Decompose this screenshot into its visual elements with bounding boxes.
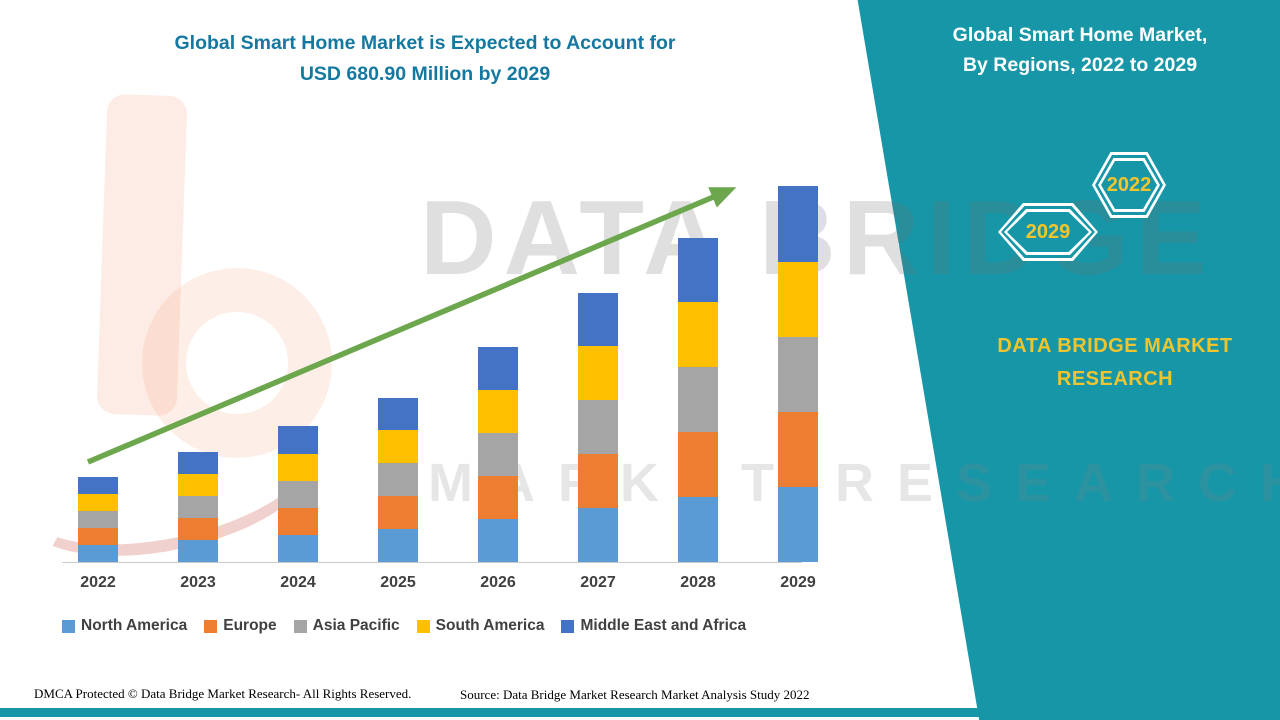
brand-name-line1: DATA BRIDGE MARKET bbox=[997, 335, 1233, 357]
bar-segment-south-america bbox=[178, 474, 218, 496]
bar-segment-europe bbox=[278, 508, 318, 535]
bar-2026 bbox=[478, 347, 518, 562]
page-title: Global Smart Home Market is Expected to … bbox=[60, 28, 790, 90]
legend-label-south-america: South America bbox=[435, 617, 545, 634]
bar-segment-north-america bbox=[678, 497, 718, 562]
bar-segment-north-america bbox=[578, 508, 618, 562]
x-label-2024: 2024 bbox=[280, 574, 316, 591]
legend-swatch-south-america bbox=[416, 619, 430, 633]
bar-2029 bbox=[778, 186, 818, 562]
bar-segment-middle-east-and-africa bbox=[78, 477, 118, 494]
bar-2024 bbox=[278, 426, 318, 562]
hexagon-year-label: 2022 bbox=[1106, 173, 1152, 196]
bar-segment-europe bbox=[478, 476, 518, 519]
legend-item-north-america: North America bbox=[62, 617, 187, 635]
panel-title-line1: Global Smart Home Market, bbox=[952, 24, 1208, 46]
bar-segment-europe bbox=[178, 518, 218, 540]
bar-segment-middle-east-and-africa bbox=[178, 452, 218, 474]
bar-segment-europe bbox=[78, 528, 118, 545]
bar-2023 bbox=[178, 452, 218, 562]
panel-title-line2: By Regions, 2022 to 2029 bbox=[962, 54, 1198, 76]
bar-segment-asia-pacific bbox=[178, 496, 218, 518]
bar-2027 bbox=[578, 293, 618, 562]
legend-swatch-middle-east-and-africa bbox=[561, 619, 575, 633]
hexagon-badge-2029: 2029 bbox=[998, 203, 1098, 261]
bar-segment-middle-east-and-africa bbox=[778, 186, 818, 262]
x-axis-line bbox=[62, 562, 802, 563]
legend-item-middle-east-and-africa: Middle East and Africa bbox=[561, 617, 746, 635]
bar-segment-asia-pacific bbox=[778, 337, 818, 412]
x-label-2026: 2026 bbox=[480, 574, 516, 591]
bar-segment-middle-east-and-africa bbox=[378, 398, 418, 430]
hexagon-center: 2022 bbox=[1101, 161, 1157, 209]
bar-segment-asia-pacific bbox=[478, 433, 518, 476]
bar-segment-middle-east-and-africa bbox=[678, 238, 718, 302]
panel-title: Global Smart Home Market, By Regions, 20… bbox=[925, 20, 1235, 80]
bar-segment-asia-pacific bbox=[578, 400, 618, 454]
page-title-line2: USD 680.90 Million by 2029 bbox=[299, 63, 551, 85]
legend-item-europe: Europe bbox=[204, 617, 277, 635]
bar-segment-middle-east-and-africa bbox=[478, 347, 518, 390]
bar-segment-south-america bbox=[378, 430, 418, 463]
legend-swatch-europe bbox=[204, 619, 218, 633]
x-label-2029: 2029 bbox=[780, 574, 816, 591]
bar-segment-asia-pacific bbox=[378, 463, 418, 496]
bar-2022 bbox=[78, 477, 118, 562]
bar-columns bbox=[62, 142, 834, 562]
bar-segment-north-america bbox=[478, 519, 518, 562]
bar-segment-asia-pacific bbox=[78, 511, 118, 528]
bar-segment-south-america bbox=[678, 302, 718, 367]
bar-segment-south-america bbox=[78, 494, 118, 511]
brand-name-line2: RESEARCH bbox=[1056, 368, 1174, 390]
x-label-2023: 2023 bbox=[180, 574, 216, 591]
x-axis-labels: 2022 2023 2024 2025 2026 2027 2028 2029 bbox=[62, 574, 834, 592]
x-label-2025: 2025 bbox=[380, 574, 416, 591]
x-label-2022: 2022 bbox=[80, 574, 116, 591]
bar-segment-europe bbox=[378, 496, 418, 529]
bar-segment-south-america bbox=[278, 454, 318, 481]
legend-label-europe: Europe bbox=[223, 617, 277, 634]
dmca-footer-text: DMCA Protected © Data Bridge Market Rese… bbox=[34, 686, 412, 701]
legend-swatch-asia-pacific bbox=[293, 619, 307, 633]
x-label-2028: 2028 bbox=[680, 574, 716, 591]
bar-segment-north-america bbox=[178, 540, 218, 562]
bar-segment-europe bbox=[678, 432, 718, 497]
bar-segment-asia-pacific bbox=[278, 481, 318, 508]
legend-label-asia-pacific: Asia Pacific bbox=[312, 617, 400, 634]
legend-label-north-america: North America bbox=[81, 617, 188, 634]
x-label-2027: 2027 bbox=[580, 574, 616, 591]
brand-name: DATA BRIDGE MARKET RESEARCH bbox=[955, 330, 1275, 396]
bottom-accent-strip bbox=[0, 708, 1280, 717]
bar-segment-europe bbox=[578, 454, 618, 508]
legend: North America Europe Asia Pacific South Ame… bbox=[62, 617, 842, 635]
legend-label-middle-east-and-africa: Middle East and Africa bbox=[580, 617, 747, 634]
bar-2025 bbox=[378, 398, 418, 562]
bar-segment-south-america bbox=[478, 390, 518, 433]
hexagon-badge-2022: 2022 bbox=[1092, 152, 1166, 218]
bar-segment-north-america bbox=[378, 529, 418, 562]
bar-2028 bbox=[678, 238, 718, 562]
bar-segment-north-america bbox=[778, 487, 818, 562]
bar-segment-north-america bbox=[78, 545, 118, 562]
bar-segment-europe bbox=[778, 412, 818, 487]
legend-item-asia-pacific: Asia Pacific bbox=[293, 617, 400, 635]
bar-segment-asia-pacific bbox=[678, 367, 718, 432]
bar-segment-middle-east-and-africa bbox=[278, 426, 318, 454]
bar-segment-middle-east-and-africa bbox=[578, 293, 618, 346]
hexagon-year-label: 2029 bbox=[1025, 220, 1071, 243]
page-title-line1: Global Smart Home Market is Expected to … bbox=[174, 32, 676, 54]
legend-swatch-north-america bbox=[62, 619, 75, 633]
source-footer-text: Source: Data Bridge Market Research Mark… bbox=[460, 687, 810, 702]
bar-segment-south-america bbox=[578, 346, 618, 400]
bar-segment-south-america bbox=[778, 262, 818, 337]
legend-item-south-america: South America bbox=[416, 617, 545, 635]
bar-segment-north-america bbox=[278, 535, 318, 562]
